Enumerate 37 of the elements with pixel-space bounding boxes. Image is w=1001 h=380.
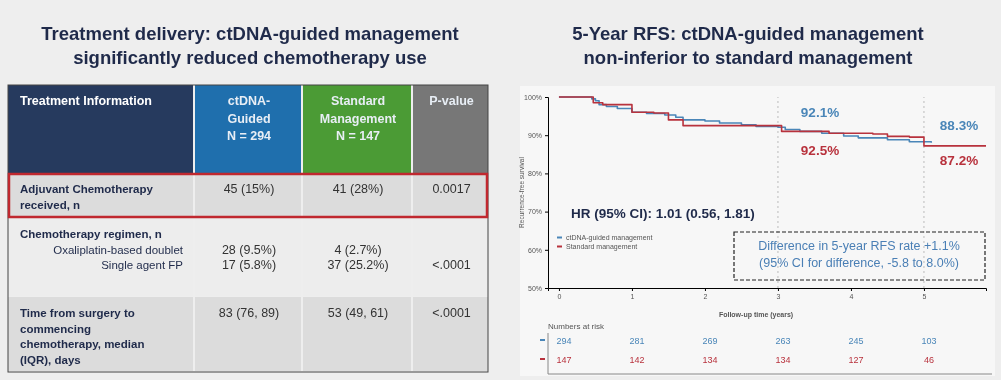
category-label: Treatment Information	[20, 94, 152, 108]
text: 103	[921, 336, 937, 346]
annotation: 92.5%	[800, 143, 840, 158]
text: 46	[923, 355, 935, 365]
annotation: Difference in 5-year RFS rate +1.1% (95% CI for difference, -5.8 to 8.0%)	[758, 239, 960, 270]
text: 134	[702, 355, 718, 365]
annotation: 87.2%	[939, 153, 979, 168]
text: 142	[629, 355, 645, 365]
text: Adjuvant Chemotherapy received, n	[20, 183, 154, 211]
text: 53 (49, 61)	[327, 306, 389, 320]
text: Numbers at risk	[548, 322, 606, 331]
text: 41 (28%)	[332, 182, 384, 196]
text: Chemotherapy regimen, n Oxaliplatin-based doublet Single agent FP	[20, 228, 184, 271]
text: 269	[702, 336, 718, 346]
text: <.0001	[432, 258, 471, 272]
category-label: Standard Management N = 147	[319, 94, 398, 143]
chart-title: 5-Year RFS: ctDNA-guided management non-inferior to standard management	[572, 23, 924, 68]
text: 294	[556, 336, 572, 346]
text: 147	[556, 355, 572, 365]
category-label: ctDNA- Guided N = 294	[226, 94, 272, 143]
text: Treatment delivery: ctDNA-guided management significantly reduced chemotherapy use	[41, 23, 459, 68]
text: <.0001	[432, 306, 471, 320]
text: 0.0017	[432, 182, 471, 196]
annotation: 88.3%	[939, 118, 979, 133]
category-label: P-value	[429, 94, 474, 108]
text: 245	[848, 336, 864, 346]
text: 83 (76, 89)	[218, 306, 280, 320]
text: 28 (9.5%) 17 (5.8%)	[221, 242, 277, 272]
text: 134	[775, 355, 791, 365]
text: 127	[848, 355, 864, 365]
text: Time from surgery to commencing chemotherapy, median (IQR), days	[20, 307, 145, 366]
text: 281	[629, 336, 645, 346]
text: 45 (15%)	[223, 182, 275, 196]
annotation: 92.1%	[800, 105, 840, 120]
text: 4 (2.7%) 37 (25.2%)	[327, 242, 389, 272]
text: 263	[775, 336, 791, 346]
annotation: HR (95% CI): 1.01 (0.56, 1.81)	[571, 206, 755, 221]
